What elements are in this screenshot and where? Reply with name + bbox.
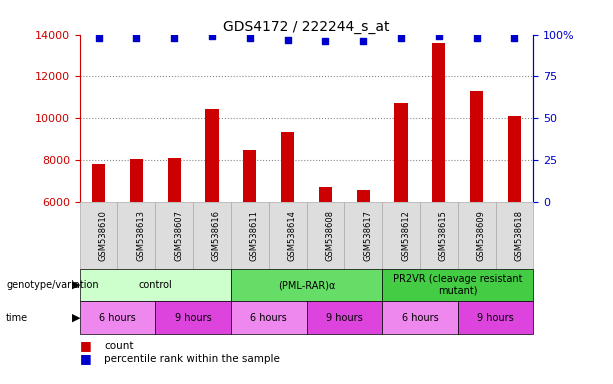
Text: GSM538608: GSM538608 [326,210,335,261]
Point [245,35,255,41]
Bar [382,301,458,334]
Point [321,38,330,44]
Point [509,35,519,41]
Title: GDS4172 / 222244_s_at: GDS4172 / 222244_s_at [223,20,390,33]
Text: 6 hours: 6 hours [402,313,438,323]
Bar [394,103,408,327]
Point [131,35,141,41]
Bar [80,202,118,269]
Bar [458,202,495,269]
Bar [130,159,143,327]
Text: PR2VR (cleavage resistant
mutant): PR2VR (cleavage resistant mutant) [393,274,522,296]
Text: GSM538616: GSM538616 [212,210,221,261]
Text: ▶: ▶ [72,313,81,323]
Bar [193,202,231,269]
Text: ▶: ▶ [72,280,81,290]
Point [169,35,179,41]
Text: 9 hours: 9 hours [175,313,211,323]
Text: genotype/variation: genotype/variation [6,280,99,290]
Bar [231,269,382,301]
Bar [306,301,382,334]
Text: 6 hours: 6 hours [250,313,287,323]
Text: (PML-RAR)α: (PML-RAR)α [278,280,335,290]
Bar [118,202,155,269]
Point [94,35,104,41]
Bar [205,109,219,327]
Bar [231,301,306,334]
Text: 9 hours: 9 hours [477,313,514,323]
Bar [345,202,382,269]
Bar [231,202,268,269]
Bar [306,202,345,269]
Text: GSM538612: GSM538612 [401,210,410,261]
Bar [357,190,370,327]
Text: GSM538614: GSM538614 [287,210,297,261]
Bar [432,43,446,327]
Text: GSM538613: GSM538613 [136,210,145,261]
Text: ■: ■ [80,339,91,352]
Bar [382,202,420,269]
Point [358,38,368,44]
Text: time: time [6,313,28,323]
Point [207,33,217,39]
Bar [92,164,105,327]
Text: 9 hours: 9 hours [326,313,363,323]
Bar [80,301,155,334]
Text: percentile rank within the sample: percentile rank within the sample [104,354,280,364]
Bar [420,202,458,269]
Point [472,35,482,41]
Bar [281,132,294,327]
Text: GSM538611: GSM538611 [250,210,259,261]
Bar [268,202,306,269]
Bar [155,301,231,334]
Text: GSM538618: GSM538618 [514,210,524,261]
Point [396,35,406,41]
Bar [80,269,231,301]
Text: GSM538617: GSM538617 [363,210,372,261]
Text: GSM538609: GSM538609 [477,210,485,261]
Bar [243,151,256,327]
Bar [495,202,533,269]
Point [434,33,444,39]
Text: GSM538610: GSM538610 [99,210,108,261]
Text: control: control [139,280,172,290]
Bar [319,187,332,327]
Bar [382,269,533,301]
Text: GSM538615: GSM538615 [439,210,448,261]
Text: 6 hours: 6 hours [99,313,136,323]
Bar [470,91,483,327]
Bar [155,202,193,269]
Text: count: count [104,341,134,351]
Bar [458,301,533,334]
Bar [508,116,521,327]
Bar [167,158,181,327]
Text: GSM538607: GSM538607 [174,210,183,261]
Text: ■: ■ [80,353,91,366]
Point [283,36,292,43]
